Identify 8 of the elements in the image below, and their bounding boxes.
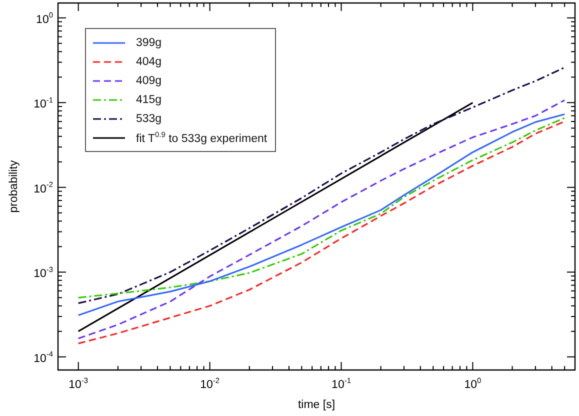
legend-label: fit T$^{0.9}$ to 533g experiment bbox=[136, 130, 268, 145]
legend-label: 404g bbox=[136, 56, 162, 68]
legend-label: 399g bbox=[136, 36, 162, 48]
legend-label: 409g bbox=[136, 74, 162, 86]
legend-label: 533g bbox=[136, 112, 162, 124]
y-axis-title: probability bbox=[8, 160, 20, 213]
legend-label: 415g bbox=[136, 94, 162, 106]
x-axis-title: time [s] bbox=[298, 399, 336, 411]
